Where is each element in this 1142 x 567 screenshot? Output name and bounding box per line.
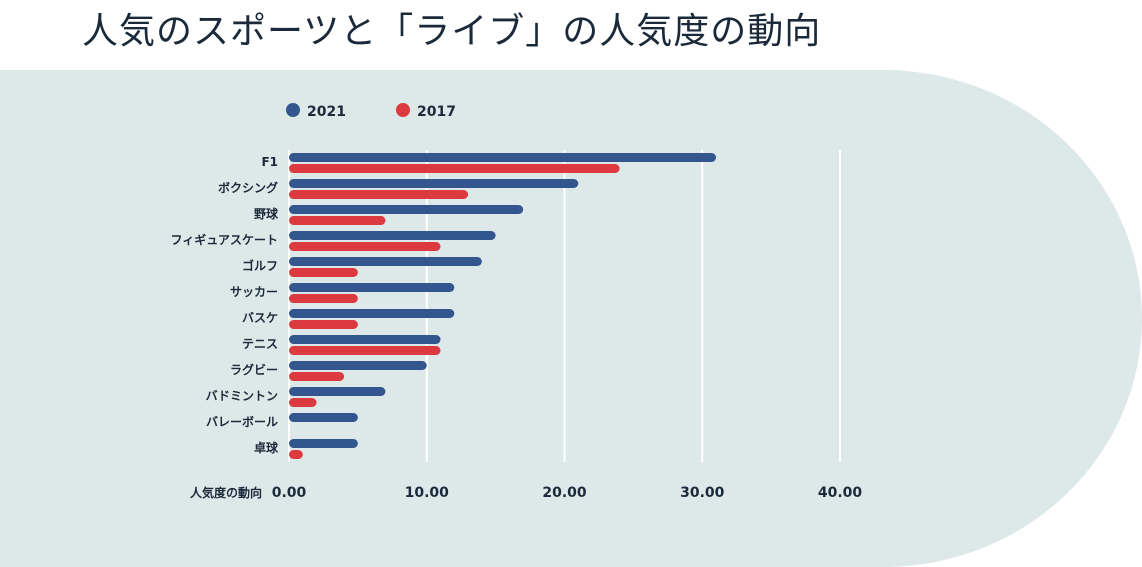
category-label: サッカー — [230, 285, 278, 299]
category-label: バドミントン — [206, 389, 278, 403]
bar-2017 — [289, 372, 345, 381]
legend-label: 2021 — [307, 104, 346, 120]
category-label: バレーボール — [206, 414, 278, 429]
bar-2017 — [289, 268, 358, 277]
page-title: 人気のスポーツと「ライブ」の人気度の動向 — [82, 11, 822, 52]
bar-2017 — [289, 216, 386, 225]
x-tick-label: 40.00 — [818, 485, 863, 501]
bar-2017 — [289, 190, 469, 199]
bar-2017 — [289, 398, 317, 407]
legend-marker — [396, 103, 410, 117]
category-label: ゴルフ — [242, 258, 278, 273]
x-tick-label: 10.00 — [405, 485, 450, 501]
bar-2021 — [289, 283, 455, 292]
category-label: フィギュアスケート — [170, 232, 278, 247]
x-tick-label: 20.00 — [542, 485, 587, 501]
bar-2021 — [289, 257, 482, 266]
bar-2021 — [289, 335, 441, 344]
bar-2017 — [289, 242, 441, 251]
bar-2021 — [289, 179, 579, 188]
bar-2017 — [289, 164, 620, 173]
x-axis-label: 人気度の動向 — [190, 485, 262, 500]
category-label: バスケ — [242, 311, 278, 325]
category-label: 卓球 — [254, 440, 279, 455]
bar-2021 — [289, 387, 386, 396]
bar-2017 — [289, 346, 441, 355]
bar-2021 — [289, 231, 496, 240]
category-label: テニス — [242, 337, 278, 351]
bar-2021 — [289, 309, 455, 318]
bar-2017 — [289, 450, 303, 459]
bar-2021 — [289, 153, 717, 162]
category-label: F1 — [261, 155, 278, 169]
x-tick-label: 0.00 — [272, 485, 307, 501]
category-label: ボクシング — [218, 180, 278, 195]
chart-background — [0, 70, 1142, 567]
bar-2021 — [289, 361, 427, 370]
legend-label: 2017 — [417, 104, 456, 120]
bar-2021 — [289, 205, 524, 214]
bar-2017 — [289, 320, 358, 329]
legend-marker — [286, 103, 300, 117]
category-label: ラグビー — [230, 362, 278, 377]
x-tick-label: 30.00 — [680, 485, 725, 501]
bar-2021 — [289, 439, 358, 448]
category-label: 野球 — [254, 206, 279, 221]
bar-2017 — [289, 294, 358, 303]
bar-2021 — [289, 413, 358, 422]
